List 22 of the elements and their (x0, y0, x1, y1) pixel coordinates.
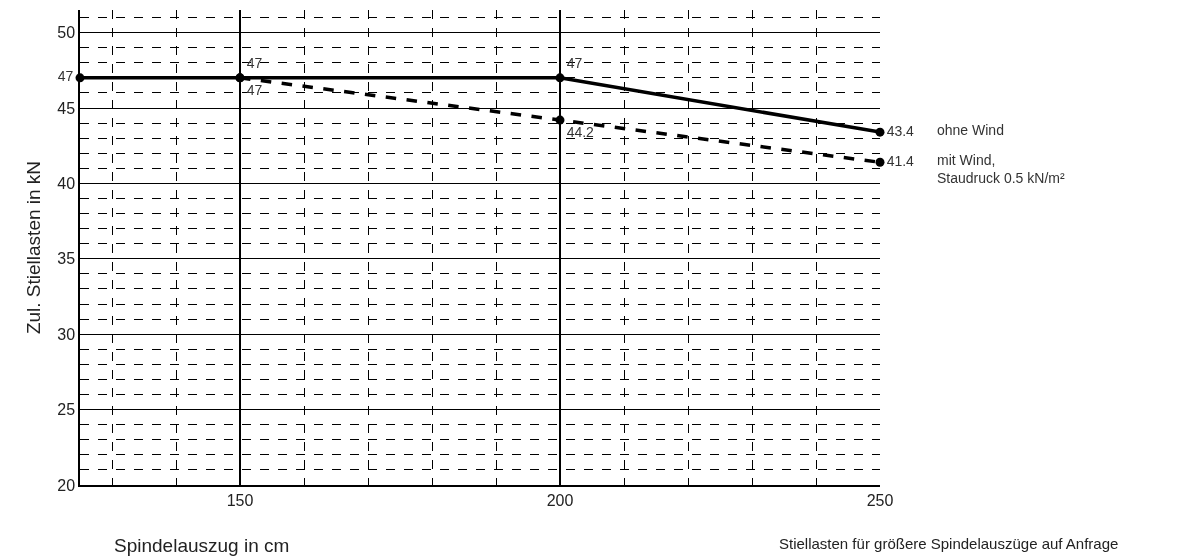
y-tick-label: 50 (57, 24, 76, 42)
x-tick-label: 200 (546, 491, 574, 509)
text: mit Wind, Staudruck 0.5 kN/m² (937, 152, 1065, 187)
data-label: 41.4 (886, 152, 915, 169)
data-label: 47 (246, 81, 263, 98)
x-tick-label: 150 (226, 491, 254, 509)
y-tick-label: 30 (57, 325, 76, 343)
text: ohne Wind (937, 122, 1004, 138)
data-label: 44.2 (566, 124, 595, 141)
data-label: 47 (246, 54, 263, 71)
data-label: 43.4 (886, 122, 915, 139)
data-label: 47 (57, 68, 74, 85)
data-label: 47 (566, 54, 583, 71)
text: Stiellasten für größere Spindelauszüge auf Anfrage (779, 535, 1119, 552)
y-tick-label: 40 (57, 175, 76, 193)
y-tick-label: 35 (57, 250, 76, 268)
y-tick-label: 25 (57, 401, 76, 419)
y-tick-label: 20 (57, 476, 76, 494)
y-axis-title: Zul. Stiellasten in kN (22, 160, 44, 335)
x-axis-title: Spindelauszug in cm (114, 535, 290, 556)
x-tick-label: 250 (866, 491, 894, 509)
y-tick-label: 45 (57, 99, 76, 117)
